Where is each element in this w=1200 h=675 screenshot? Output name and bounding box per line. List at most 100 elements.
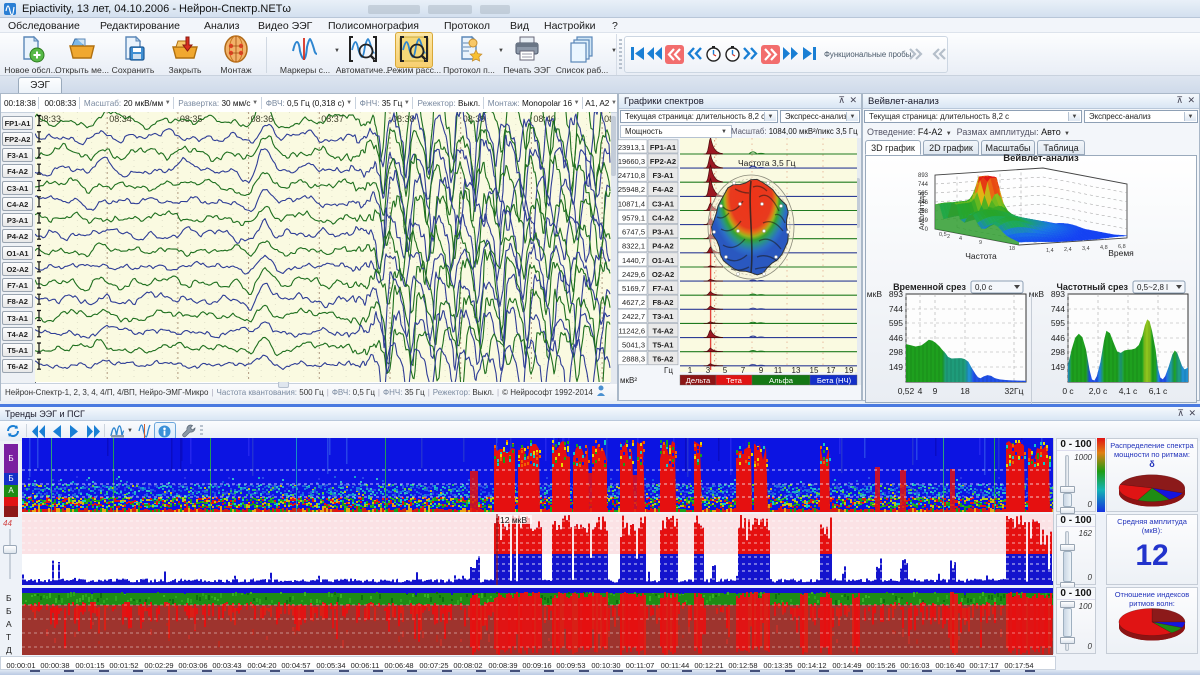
svg-text:Альфа: Альфа [769,376,794,385]
svg-text:мкВ: мкВ [867,289,883,299]
svg-text:P4-A2: P4-A2 [652,242,674,251]
svg-text:0,5~2,8 l: 0,5~2,8 l [1137,283,1168,292]
svg-text:11242,6: 11242,6 [618,326,645,335]
svg-text:4,1 с: 4,1 с [1119,386,1138,396]
svg-text:Частота 3,5 Гц: Частота 3,5 Гц [738,158,796,168]
svg-text:13: 13 [792,366,801,375]
svg-text:9: 9 [759,366,764,375]
svg-text:595: 595 [918,191,929,197]
svg-text:893: 893 [918,173,929,179]
svg-text:08:39: 08:39 [463,114,486,124]
svg-text:9579,1: 9579,1 [622,213,645,222]
svg-text:08:34: 08:34 [109,114,132,124]
svg-text:0,0 с: 0,0 с [975,283,992,292]
svg-text:9: 9 [933,386,938,396]
svg-text:893: 893 [1051,289,1065,299]
svg-text:149: 149 [918,218,929,224]
svg-text:25948,2: 25948,2 [618,185,645,194]
svg-text:0: 0 [925,227,929,233]
svg-text:F3-A1: F3-A1 [652,171,674,180]
svg-text:0,52: 0,52 [898,386,915,396]
svg-text:4: 4 [959,236,962,242]
svg-text:2422,7: 2422,7 [622,312,645,321]
svg-text:08:41: 08:41 [604,114,611,124]
svg-text:мкВ: мкВ [1029,289,1045,299]
svg-text:T6-A2: T6-A2 [652,355,673,364]
svg-text:FP1-A1: FP1-A1 [650,143,677,152]
svg-text:298: 298 [1051,347,1065,357]
svg-text:446: 446 [1051,333,1065,343]
svg-text:Тета: Тета [726,376,743,385]
svg-text:1440,7: 1440,7 [622,256,645,265]
svg-text:4,8: 4,8 [1100,245,1108,251]
svg-text:19660,3: 19660,3 [618,157,645,166]
svg-text:2888,3: 2888,3 [622,355,645,364]
svg-text:O2-A2: O2-A2 [652,270,674,279]
svg-text:5041,3: 5041,3 [622,341,645,350]
svg-text:6,8: 6,8 [1118,244,1126,250]
svg-text:5: 5 [723,366,728,375]
svg-text:08:40: 08:40 [533,114,556,124]
svg-text:0 с: 0 с [1062,386,1074,396]
svg-text:298: 298 [889,347,903,357]
svg-text:744: 744 [889,304,903,314]
svg-text:Частотный срез: Частотный срез [1057,282,1129,292]
svg-text:744: 744 [1051,304,1065,314]
svg-text:298: 298 [918,209,929,215]
svg-text:Время: Время [1108,248,1134,258]
svg-text:744: 744 [918,182,929,188]
svg-text:1: 1 [688,366,693,375]
svg-text:17: 17 [827,366,836,375]
svg-text:2,0 с: 2,0 с [1089,386,1108,396]
svg-text:19: 19 [845,366,854,375]
svg-text:T3-A1: T3-A1 [652,312,674,321]
svg-text:446: 446 [918,200,929,206]
svg-text:149: 149 [1051,362,1065,372]
svg-text:08:38: 08:38 [392,114,415,124]
svg-text:Вейвлет-анализ: Вейвлет-анализ [1003,153,1079,164]
svg-text:1,4: 1,4 [1046,248,1054,254]
svg-text:Дельта: Дельта [686,376,711,385]
svg-text:8322,1: 8322,1 [622,242,645,251]
svg-text:Гц: Гц [664,366,673,375]
svg-text:18: 18 [1009,246,1015,252]
svg-text:FP2-A2: FP2-A2 [650,157,676,166]
svg-text:23913,1: 23913,1 [618,143,645,152]
svg-text:15: 15 [810,366,819,375]
svg-text:149: 149 [889,362,903,372]
svg-text:5169,7: 5169,7 [622,284,645,293]
svg-text:4627,2: 4627,2 [622,298,645,307]
svg-text:595: 595 [1051,318,1065,328]
svg-text:Частота: Частота [965,251,997,261]
svg-text:T4-A2: T4-A2 [652,326,673,335]
svg-text:F4-A2: F4-A2 [652,185,673,194]
svg-text:Амплитуда: Амплитуда [917,191,926,230]
svg-text:6747,5: 6747,5 [622,228,645,237]
svg-text:C4-A2: C4-A2 [652,213,674,222]
svg-text:2,4: 2,4 [1064,247,1072,253]
svg-text:F8-A2: F8-A2 [652,298,673,307]
svg-text:12 мкВ: 12 мкВ [500,515,527,525]
svg-text:4: 4 [918,386,923,396]
svg-text:893: 893 [889,289,903,299]
svg-text:32Гц: 32Гц [1005,386,1024,396]
svg-text:446: 446 [889,333,903,343]
svg-text:3,4: 3,4 [1082,246,1090,252]
svg-text:F7-A1: F7-A1 [652,284,674,293]
svg-text:O1-A1: O1-A1 [652,256,675,265]
svg-text:P3-A1: P3-A1 [652,228,674,237]
svg-text:Бета (НЧ): Бета (НЧ) [817,376,852,385]
svg-text:11: 11 [774,366,783,375]
svg-text:3: 3 [706,366,711,375]
svg-text:0,5: 0,5 [939,232,947,238]
svg-text:595: 595 [889,318,903,328]
svg-text:9: 9 [979,240,982,246]
svg-text:10871,4: 10871,4 [618,199,645,208]
svg-text:18: 18 [960,386,970,396]
svg-text:08:37: 08:37 [321,114,344,124]
svg-text:08:35: 08:35 [180,114,203,124]
svg-text:24710,8: 24710,8 [618,171,645,180]
svg-text:C3-A1: C3-A1 [652,199,675,208]
svg-text:6,1 с: 6,1 с [1149,386,1168,396]
svg-text:2: 2 [947,234,950,240]
